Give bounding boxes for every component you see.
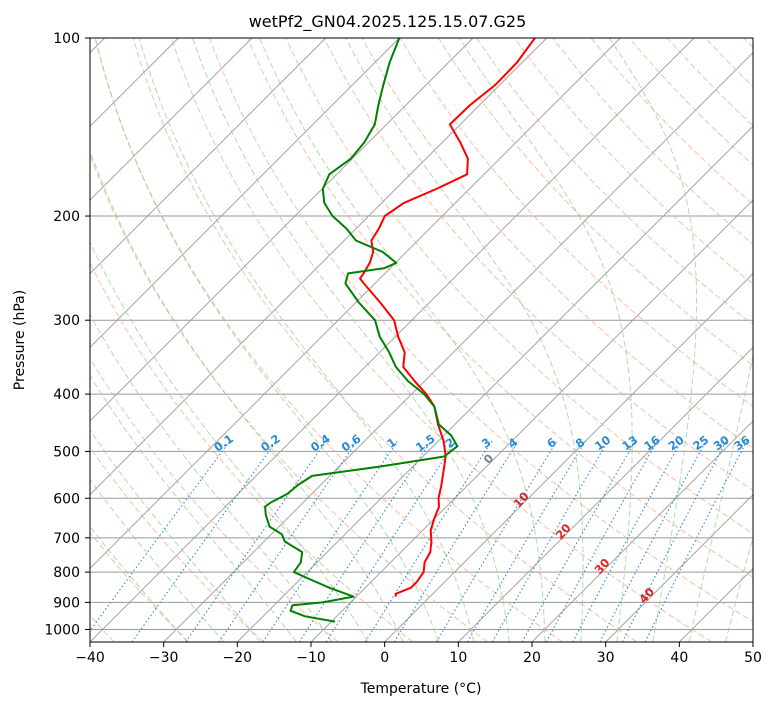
y-tick-label: 500	[53, 444, 80, 460]
y-tick-label: 800	[53, 565, 80, 581]
x-tick-label: −40	[75, 650, 105, 666]
x-tick-label: −10	[296, 650, 326, 666]
y-tick-label: 600	[53, 491, 80, 507]
y-tick-label: 400	[53, 387, 80, 403]
y-tick-label: 900	[53, 595, 80, 611]
x-tick-label: 30	[597, 650, 615, 666]
x-tick-label: −20	[223, 650, 253, 666]
chart-title: wetPf2_GN04.2025.125.15.07.G25	[249, 12, 527, 32]
x-tick-label: 50	[744, 650, 762, 666]
x-tick-label: 0	[380, 650, 389, 666]
x-axis-label: Temperature (°C)	[360, 681, 482, 697]
y-tick-label: 700	[53, 531, 80, 547]
y-tick-label: 200	[53, 209, 80, 225]
y-tick-label: 1000	[44, 622, 80, 638]
x-tick-label: 10	[449, 650, 467, 666]
y-tick-label: 300	[53, 313, 80, 329]
x-tick-label: 40	[670, 650, 688, 666]
x-tick-label: 20	[523, 650, 541, 666]
y-tick-label: 100	[53, 31, 80, 47]
y-axis-label: Pressure (hPa)	[12, 290, 28, 390]
x-tick-label: −30	[149, 650, 179, 666]
